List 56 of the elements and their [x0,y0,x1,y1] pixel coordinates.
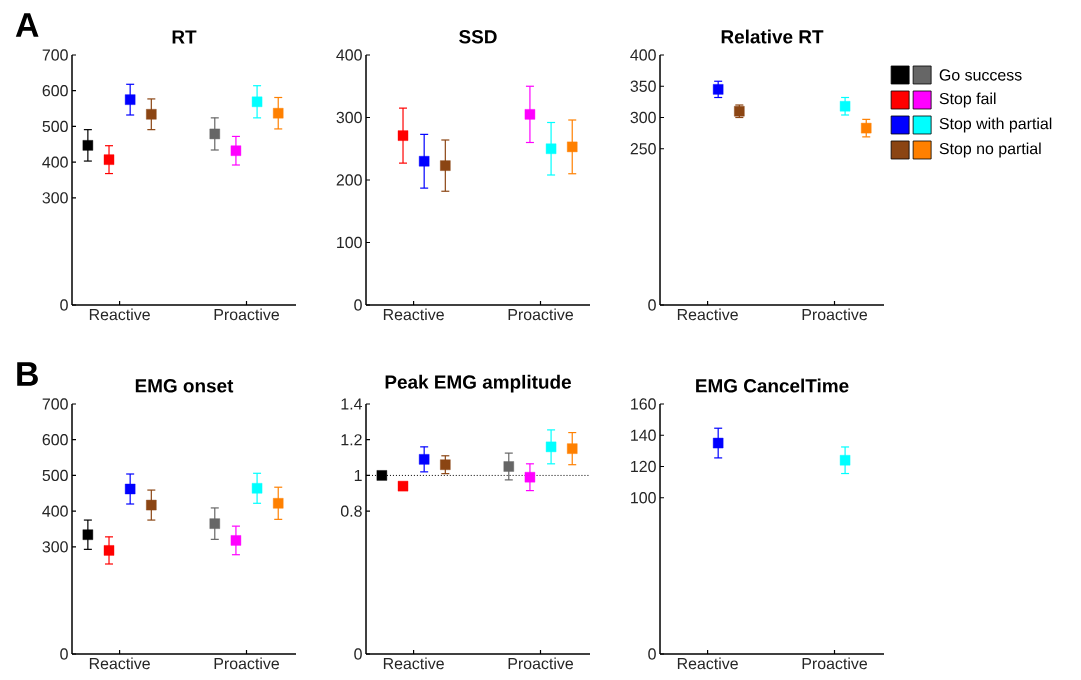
chart-title: EMG onset [135,379,234,393]
x-tick-label: Reactive [383,657,444,670]
y-tick-label: 250 [630,143,656,155]
chart-title: Peak EMG amplitude [385,374,571,393]
y-tick-label: 300 [630,111,656,124]
y-tick-label: 1.4 [341,398,363,410]
chart-title: EMG CancelTime [696,378,849,393]
y-tick-label: 0 [648,299,656,311]
chart-title: Relative RT [721,29,824,44]
x-tick-label: Proactive [508,308,574,321]
legend-label: Go success [939,69,1022,81]
y-tick-label: 100 [631,492,656,504]
y-tick-label: 0 [60,648,68,660]
legend-label: Stop no partial [939,142,1041,158]
x-tick-label: Proactive [214,657,280,670]
y-tick-label: 350 [630,80,656,92]
text: B [17,362,38,386]
x-tick-label: Proactive [214,308,280,321]
x-tick-label: Proactive [802,657,868,670]
y-tick-label: 0 [60,299,68,311]
x-tick-label: Reactive [383,308,444,321]
x-tick-label: Reactive [677,308,738,321]
x-tick-label: Reactive [677,657,738,670]
y-tick-label: 300 [42,192,68,204]
y-tick-label: 500 [42,120,68,133]
y-tick-label: 0 [354,648,362,660]
y-tick-label: 600 [42,434,68,446]
chart-title: RT [172,30,197,44]
y-tick-label: 160 [631,398,656,410]
x-tick-label: Reactive [89,657,150,670]
chart-title: SSD [459,30,497,44]
legend-label: Stop with partial [939,117,1052,133]
y-tick-label: 140 [631,429,656,441]
y-tick-label: 500 [42,469,68,482]
x-tick-label: Proactive [508,657,574,670]
y-tick-label: 0 [648,648,656,660]
x-tick-label: Proactive [802,308,868,321]
y-tick-label: 600 [42,85,68,97]
y-tick-label: 1.2 [341,434,362,446]
y-tick-label: 300 [336,111,362,124]
y-tick-label: 1 [354,469,362,481]
y-tick-label: 700 [42,398,68,410]
y-tick-label: 700 [42,49,68,61]
x-tick-label: Reactive [89,308,150,321]
y-tick-label: 400 [630,49,656,61]
y-tick-label: 400 [42,156,68,168]
text: A [15,13,39,37]
y-tick-label: 0.8 [340,505,362,517]
legend-label: Stop fail [939,92,996,108]
y-tick-label: 200 [336,174,362,186]
y-tick-label: 400 [42,505,68,517]
y-tick-label: 100 [337,236,362,249]
y-tick-label: 400 [336,49,362,61]
y-tick-label: 300 [42,541,68,553]
y-tick-label: 120 [631,460,656,473]
y-tick-label: 0 [354,299,362,311]
